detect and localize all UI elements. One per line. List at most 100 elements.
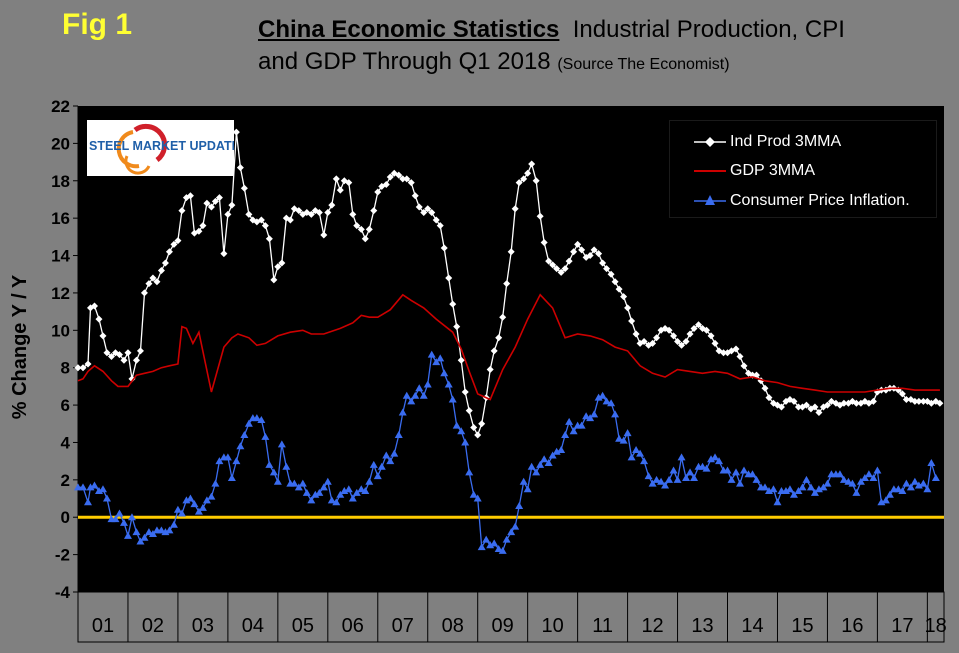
data-point (311, 490, 320, 498)
data-point (161, 528, 170, 536)
data-point (436, 354, 445, 362)
data-point (157, 526, 166, 534)
data-point (215, 194, 223, 202)
data-point (128, 375, 136, 383)
data-point (823, 401, 831, 409)
data-point (207, 203, 215, 211)
data-point (720, 349, 728, 357)
data-point (498, 546, 507, 554)
data-point (607, 399, 616, 407)
data-point (473, 494, 482, 502)
data-point (290, 479, 299, 487)
data-point (424, 205, 432, 213)
data-point (252, 414, 261, 422)
data-point (173, 505, 182, 513)
y-tick-label: 6 (61, 396, 70, 415)
data-point (740, 362, 748, 370)
data-point (494, 545, 503, 553)
data-point (107, 352, 115, 360)
data-point (298, 479, 307, 487)
data-point (136, 347, 144, 355)
data-point (124, 349, 132, 357)
data-point (390, 449, 399, 457)
data-point (711, 339, 719, 347)
data-point (457, 427, 466, 435)
data-point (502, 535, 511, 543)
data-point (627, 453, 636, 461)
y-tick-label: 10 (51, 321, 70, 340)
y-tick-label: -4 (55, 583, 71, 602)
data-point (552, 447, 561, 455)
source-note: (Source The Economist) (557, 56, 730, 73)
logo-swirl-icon: STEEL MARKET UPDATE (89, 123, 240, 175)
x-tick-label: 13 (691, 615, 713, 637)
data-point (590, 246, 598, 254)
data-point (877, 498, 886, 506)
data-point (170, 240, 178, 248)
data-point (549, 261, 557, 269)
data-point (565, 257, 573, 265)
legend: Ind Prod 3MMA GDP 3MMA Consumer Price In… (669, 120, 937, 218)
data-point (864, 470, 873, 478)
data-point (220, 250, 228, 258)
title-main: China Economic Statistics (258, 16, 560, 43)
data-point (328, 201, 336, 209)
data-point (623, 429, 632, 437)
data-point (499, 313, 507, 321)
data-point (532, 468, 541, 476)
data-point (619, 436, 628, 444)
data-point (445, 274, 453, 282)
data-point (223, 453, 232, 461)
data-point (74, 364, 82, 372)
data-point (320, 231, 328, 239)
data-point (860, 473, 869, 481)
data-point (777, 403, 785, 411)
data-point (652, 475, 661, 483)
data-point (453, 323, 461, 331)
title-line2: and GDP Through Q1 2018 (258, 48, 551, 75)
data-point (78, 483, 87, 491)
data-point (902, 395, 910, 403)
data-point (503, 280, 511, 288)
data-point (382, 181, 390, 189)
data-point (927, 459, 936, 467)
data-point (352, 488, 361, 496)
data-point (174, 237, 182, 245)
data-point (632, 445, 641, 453)
data-point (611, 278, 619, 286)
data-point (324, 209, 332, 217)
data-point (449, 300, 457, 308)
data-point (236, 164, 244, 172)
data-point (790, 397, 798, 405)
x-tick-label: 06 (342, 615, 364, 637)
data-point (140, 289, 148, 297)
x-tick-label: 08 (442, 615, 464, 637)
data-point (802, 475, 811, 483)
x-tick-label: 05 (292, 615, 314, 637)
data-point (477, 543, 486, 551)
data-point (511, 522, 520, 530)
data-point (144, 528, 153, 536)
data-point (806, 483, 815, 491)
data-point (211, 479, 220, 487)
x-tick-label: 15 (791, 615, 813, 637)
data-point (132, 528, 141, 536)
data-point (228, 201, 236, 209)
series-line-ind-prod (78, 132, 941, 437)
y-tick-label: 20 (51, 134, 70, 153)
data-point (294, 483, 303, 491)
data-point (398, 408, 407, 416)
data-point (315, 209, 323, 217)
data-point (132, 356, 140, 364)
data-point (157, 266, 165, 274)
data-point (336, 186, 344, 194)
data-point (148, 530, 157, 538)
data-point (186, 192, 194, 200)
data-point (486, 541, 495, 549)
data-point (752, 475, 761, 483)
data-point (470, 424, 478, 432)
data-point (815, 409, 823, 417)
data-point (257, 416, 266, 424)
data-point (590, 410, 599, 418)
